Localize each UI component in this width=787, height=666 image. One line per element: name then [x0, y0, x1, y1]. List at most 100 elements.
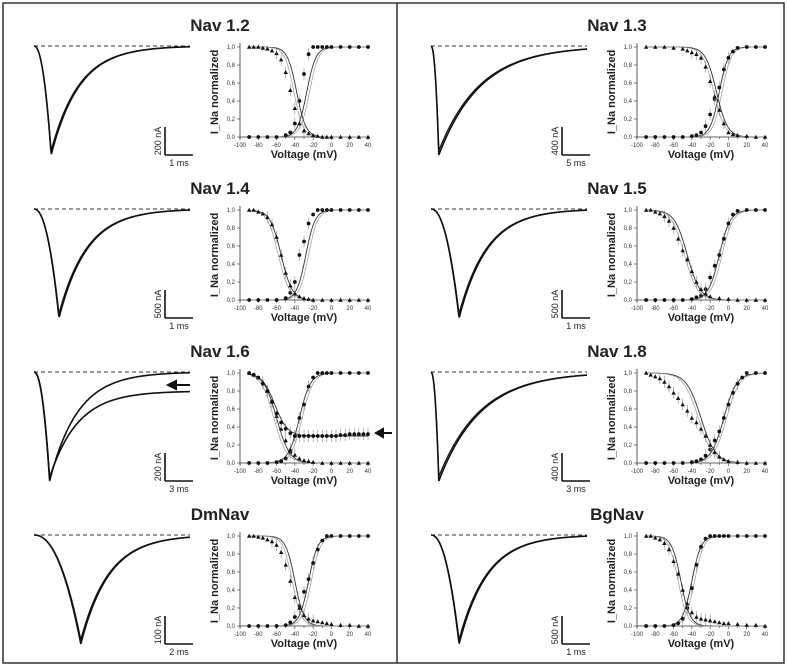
data-point-inactivation — [246, 207, 252, 212]
current-trace-repeat — [430, 534, 588, 640]
data-point-inactivation — [648, 372, 653, 377]
data-point-inactivation — [643, 370, 649, 375]
x-tick-label: -40 — [291, 632, 300, 638]
data-point-activation — [338, 534, 343, 538]
data-point-activation — [644, 298, 649, 302]
y-tick-label: 0,4 — [227, 425, 236, 431]
x-tick-label: -20 — [706, 469, 715, 475]
x-tick-label: 20 — [346, 632, 353, 638]
x-tick-label: 40 — [365, 306, 372, 312]
data-point-activation — [726, 402, 731, 407]
data-point-persistent — [315, 434, 320, 438]
scale-time-label: 1 ms — [566, 321, 586, 331]
data-point-activation — [356, 371, 361, 375]
data-point-inactivation — [735, 133, 740, 137]
data-point-activation — [653, 461, 658, 465]
data-point-persistent — [334, 434, 338, 438]
data-point-inactivation — [301, 613, 307, 617]
data-point-inactivation — [288, 447, 293, 452]
data-point-inactivation — [365, 134, 371, 139]
data-point-activation — [671, 623, 676, 627]
data-point-activation — [302, 72, 306, 76]
data-point-activation — [315, 45, 320, 49]
x-tick-label: -100 — [631, 143, 644, 149]
x-tick-label: 0 — [727, 306, 731, 312]
data-point-activation — [315, 208, 320, 212]
x-tick-label: -40 — [688, 632, 697, 638]
data-point-inactivation — [657, 376, 663, 381]
data-point-activation — [306, 52, 311, 57]
data-point-activation — [735, 381, 740, 386]
data-point-persistent — [260, 381, 265, 386]
data-point-activation — [274, 460, 279, 464]
data-point-persistent — [306, 434, 311, 438]
y-axis-label: I_Na normalized — [209, 376, 221, 460]
y-axis-label: I_Na normalized — [209, 50, 221, 134]
scale-current-label: 500 nA — [550, 616, 560, 645]
data-point-inactivation — [662, 541, 667, 545]
data-point-persistent — [347, 432, 352, 437]
data-point-inactivation — [717, 620, 722, 625]
data-point-inactivation — [288, 283, 293, 288]
data-point-inactivation — [329, 622, 334, 626]
panel-title: Nav 1.2 — [190, 16, 250, 35]
data-point-inactivation — [717, 296, 722, 300]
x-tick-label: -80 — [254, 143, 263, 149]
x-tick-label: -80 — [254, 469, 263, 475]
data-point-activation — [356, 208, 361, 212]
data-point-persistent — [270, 399, 274, 404]
y-tick-label: 0,6 — [624, 81, 633, 87]
data-point-inactivation — [675, 236, 681, 241]
data-point-inactivation — [698, 426, 704, 431]
scale-time-label: 1 ms — [169, 158, 189, 168]
data-point-activation — [717, 429, 722, 434]
panel-title: Nav 1.4 — [190, 179, 250, 198]
y-tick-label: 0,6 — [227, 81, 236, 87]
panel-title: Nav 1.5 — [587, 179, 647, 198]
data-point-inactivation — [306, 616, 311, 621]
data-point-inactivation — [256, 534, 261, 539]
data-point-inactivation — [689, 50, 695, 55]
data-point-inactivation — [246, 44, 252, 49]
y-tick-label: 0,6 — [624, 407, 633, 413]
data-point-inactivation — [698, 55, 704, 60]
data-point-activation — [311, 561, 316, 565]
data-point-inactivation — [680, 248, 685, 253]
data-point-inactivation — [707, 294, 713, 299]
data-point-persistent — [324, 434, 329, 438]
x-tick-label: -20 — [706, 143, 715, 149]
persistent-fraction-arrow — [373, 427, 392, 439]
x-axis-label: Voltage (mV) — [668, 149, 735, 161]
data-point-activation — [717, 85, 722, 90]
data-point-inactivation — [680, 402, 685, 407]
data-point-inactivation — [356, 623, 362, 628]
data-point-inactivation — [694, 279, 699, 284]
data-point-activation — [703, 453, 708, 458]
data-point-activation — [292, 121, 297, 126]
data-point-inactivation — [283, 562, 288, 567]
data-point-inactivation — [753, 134, 759, 139]
data-point-activation — [653, 135, 658, 139]
chart-panel-6: DmNav 100 nA 2 ms -100 -80 -60 -40 -20 0 20 40 0,0 0… — [33, 505, 372, 657]
data-point-activation — [694, 295, 699, 300]
data-point-inactivation — [278, 550, 284, 554]
data-point-inactivation — [256, 44, 261, 49]
data-point-inactivation — [666, 547, 672, 552]
data-point-activation — [680, 461, 685, 465]
data-point-inactivation — [735, 459, 740, 464]
x-tick-label: -100 — [631, 306, 644, 312]
data-point-persistent — [352, 432, 357, 437]
scale-current-label: 200 nA — [153, 453, 163, 482]
data-point-activation — [712, 438, 717, 443]
data-point-inactivation — [735, 297, 740, 302]
x-tick-label: -60 — [669, 632, 678, 638]
data-point-activation — [347, 534, 352, 538]
x-tick-label: -60 — [669, 306, 678, 312]
data-point-activation — [721, 236, 726, 241]
data-point-inactivation — [283, 270, 288, 275]
data-point-inactivation — [707, 79, 713, 83]
x-tick-label: 40 — [762, 143, 769, 149]
scale-current-label: 100 nA — [153, 616, 163, 645]
data-point-activation — [680, 298, 685, 302]
